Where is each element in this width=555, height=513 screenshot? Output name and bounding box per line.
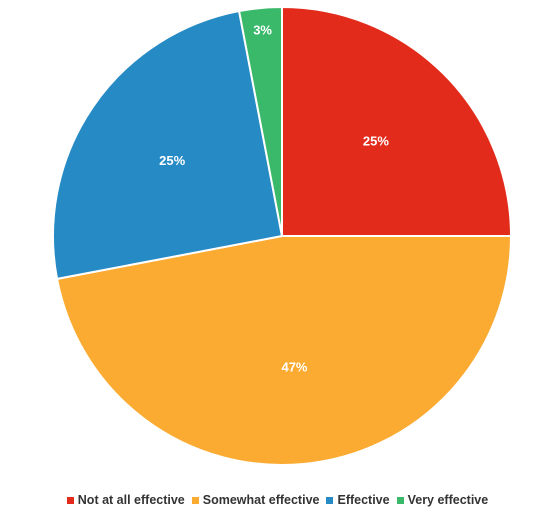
legend-label-very-effective: Very effective <box>407 493 489 507</box>
pie-slice-somewhat-effective <box>55 235 513 466</box>
pie-chart-svg: 25% 47% 25% 3% <box>52 5 513 466</box>
slice-label-not-at-all-effective: 25% <box>363 134 389 149</box>
pie-slices <box>52 5 513 466</box>
legend-swatch-not-at-all-effective <box>66 496 74 504</box>
legend-swatch-somewhat-effective <box>191 496 199 504</box>
pie-slice-very-effective <box>237 5 283 237</box>
legend-label-somewhat-effective: Somewhat effective <box>202 493 320 507</box>
slice-label-very-effective: 3% <box>253 22 272 37</box>
pie-slice-labels: 25% 47% 25% 3% <box>159 22 389 374</box>
legend-item-very-effective: Very effective <box>396 493 489 507</box>
legend-label-effective: Effective <box>337 493 390 507</box>
legend-swatch-very-effective <box>396 496 404 504</box>
legend-item-effective: Effective <box>326 493 390 507</box>
legend-label-not-at-all-effective: Not at all effective <box>77 493 185 507</box>
legend-item-not-at-all-effective: Not at all effective <box>66 493 185 507</box>
legend-item-somewhat-effective: Somewhat effective <box>191 493 320 507</box>
chart-legend: Not at all effective Somewhat effective Ef… <box>0 490 555 510</box>
pie-slice-not-at-all-effective <box>281 5 513 237</box>
slice-label-somewhat-effective: 47% <box>281 360 307 375</box>
slice-label-effective: 25% <box>159 153 185 168</box>
legend-swatch-effective <box>326 496 334 504</box>
pie-slice-effective <box>52 9 284 281</box>
